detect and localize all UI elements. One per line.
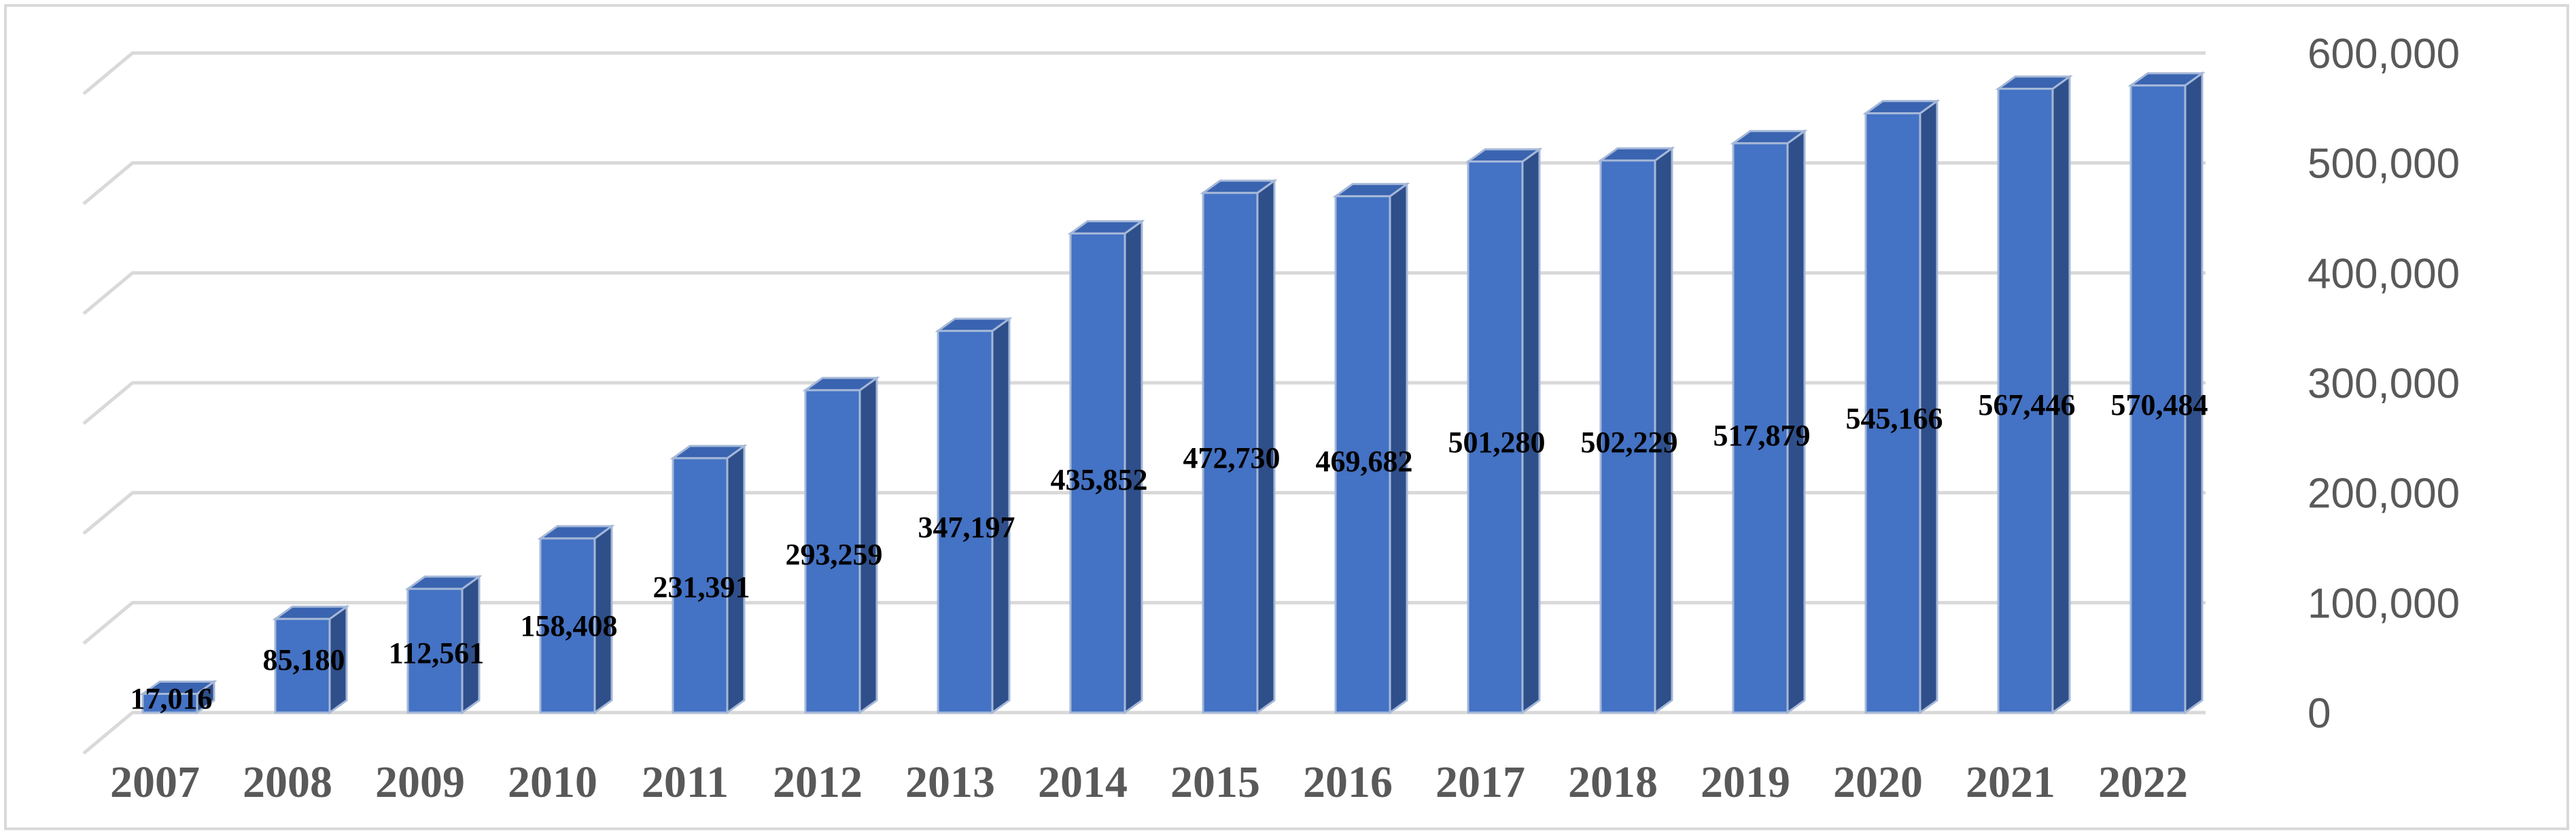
bar-front — [1334, 195, 1391, 714]
data-label: 517,879 — [1713, 419, 1811, 452]
bar-2022 — [2127, 71, 2206, 715]
bar-front — [1202, 192, 1259, 714]
x-tick-label: 2021 — [1966, 757, 2055, 807]
y-tick-label: 300,000 — [2308, 360, 2460, 407]
bars — [139, 71, 2206, 715]
y-tick-label: 0 — [2308, 690, 2331, 737]
data-label: 545,166 — [1846, 402, 1943, 435]
data-label: 502,229 — [1581, 426, 1678, 459]
y-tick-label: 200,000 — [2308, 471, 2460, 517]
x-tick-label: 2022 — [2098, 757, 2188, 807]
gridline — [82, 51, 2206, 95]
y-tick-label: 500,000 — [2308, 141, 2460, 188]
data-label: 501,280 — [1448, 426, 1546, 459]
bar-front — [1864, 112, 1921, 714]
bar-front — [1599, 159, 1656, 714]
x-tick-label: 2009 — [375, 757, 465, 807]
bar-front — [406, 587, 464, 714]
data-label: 567,446 — [1979, 388, 2076, 422]
x-tick-label: 2016 — [1303, 757, 1393, 807]
bar-2010 — [537, 524, 615, 715]
x-tick-label: 2007 — [110, 757, 200, 807]
bar-2014 — [1067, 219, 1145, 715]
bar-front — [937, 330, 994, 714]
bar-front — [274, 617, 331, 714]
x-axis-category-labels: 2007 2008 2009 2010 2011 2012 2013 2014 2015 2016… — [110, 757, 2188, 807]
bar-2019 — [1730, 129, 1808, 715]
bar-front — [1732, 142, 1789, 714]
bar-2021 — [1995, 74, 2073, 715]
data-label: 17,016 — [130, 682, 213, 715]
bar-front — [672, 457, 729, 714]
y-tick-label: 400,000 — [2308, 250, 2460, 297]
x-tick-label: 2011 — [642, 757, 729, 807]
bar-2015 — [1200, 178, 1278, 715]
data-label: 231,391 — [653, 570, 750, 604]
bar-front — [1069, 232, 1126, 714]
data-labels: 17,016 85,180 112,561 158,408 231,391 293,259… — [130, 388, 2208, 715]
data-label: 570,484 — [2111, 388, 2208, 422]
y-tick-label: 600,000 — [2308, 31, 2460, 78]
bar-front — [141, 692, 198, 714]
data-label: 112,561 — [389, 636, 485, 670]
x-tick-label: 2010 — [508, 757, 597, 807]
x-tick-label: 2015 — [1170, 757, 1260, 807]
data-label: 472,730 — [1183, 441, 1281, 475]
gridline — [82, 711, 2206, 755]
bar-front — [2129, 84, 2187, 714]
data-label: 435,852 — [1051, 463, 1148, 496]
data-label: 469,682 — [1316, 445, 1413, 478]
data-label: 85,180 — [263, 643, 345, 677]
x-tick-label: 2020 — [1833, 757, 1923, 807]
x-tick-label: 2012 — [773, 757, 863, 807]
x-tick-label: 2017 — [1435, 757, 1525, 807]
bar-front — [539, 537, 596, 714]
bar-2017 — [1465, 147, 1543, 715]
data-label: 158,408 — [521, 609, 618, 643]
x-tick-label: 2014 — [1038, 757, 1128, 807]
x-tick-label: 2019 — [1701, 757, 1790, 807]
data-label: 293,259 — [786, 538, 883, 571]
bar-2008 — [272, 604, 350, 715]
bar-2012 — [802, 375, 880, 715]
bar-front — [804, 389, 861, 714]
x-tick-label: 2018 — [1568, 757, 1658, 807]
x-tick-label: 2013 — [905, 757, 995, 807]
y-tick-label: 100,000 — [2308, 580, 2460, 627]
bar-front — [1467, 160, 1524, 714]
bar-2011 — [669, 443, 748, 715]
bar-2018 — [1597, 146, 1675, 715]
bar-2007 — [139, 679, 217, 715]
bar-2016 — [1332, 182, 1410, 715]
bar-2020 — [1862, 99, 1940, 715]
y-axis-tick-labels: 0 100,000 200,000 300,000 400,000 500,000 600,… — [2308, 31, 2460, 737]
bar-2009 — [404, 575, 483, 715]
x-tick-label: 2008 — [243, 757, 332, 807]
data-label: 347,197 — [918, 511, 1015, 544]
bar-2013 — [935, 316, 1013, 715]
bar-front — [1997, 88, 2054, 714]
